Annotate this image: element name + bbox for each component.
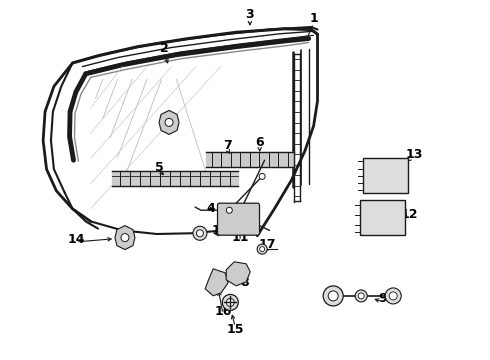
Text: 17: 17 (258, 238, 276, 251)
Circle shape (193, 226, 207, 240)
Text: 12: 12 (400, 208, 418, 221)
Polygon shape (115, 226, 135, 249)
Text: 5: 5 (155, 161, 164, 174)
Circle shape (259, 174, 265, 179)
Text: 2: 2 (160, 42, 169, 55)
Circle shape (121, 234, 129, 242)
Text: 11: 11 (231, 231, 249, 244)
Circle shape (222, 294, 238, 310)
Circle shape (226, 207, 232, 213)
FancyBboxPatch shape (218, 203, 260, 235)
Circle shape (196, 230, 203, 237)
Circle shape (260, 247, 265, 252)
Text: 16: 16 (214, 305, 232, 318)
Polygon shape (226, 262, 250, 286)
Text: 10: 10 (212, 224, 229, 237)
Text: 15: 15 (226, 323, 244, 336)
Circle shape (165, 118, 173, 126)
Text: 9: 9 (378, 292, 387, 305)
Circle shape (385, 288, 401, 304)
Circle shape (355, 290, 367, 302)
Text: 1: 1 (309, 12, 318, 25)
FancyBboxPatch shape (363, 158, 408, 193)
Text: 13: 13 (405, 148, 423, 161)
Circle shape (389, 292, 397, 300)
FancyBboxPatch shape (360, 200, 405, 235)
Text: 14: 14 (67, 233, 85, 246)
Text: 6: 6 (255, 136, 264, 149)
Text: 7: 7 (223, 139, 232, 152)
Circle shape (257, 244, 267, 254)
Polygon shape (159, 111, 179, 134)
Polygon shape (205, 269, 228, 296)
Circle shape (358, 293, 364, 299)
Circle shape (328, 291, 338, 301)
Circle shape (226, 298, 234, 306)
Circle shape (323, 286, 343, 306)
Text: 8: 8 (241, 276, 249, 289)
Text: 4: 4 (206, 202, 215, 215)
Text: 3: 3 (245, 8, 254, 21)
